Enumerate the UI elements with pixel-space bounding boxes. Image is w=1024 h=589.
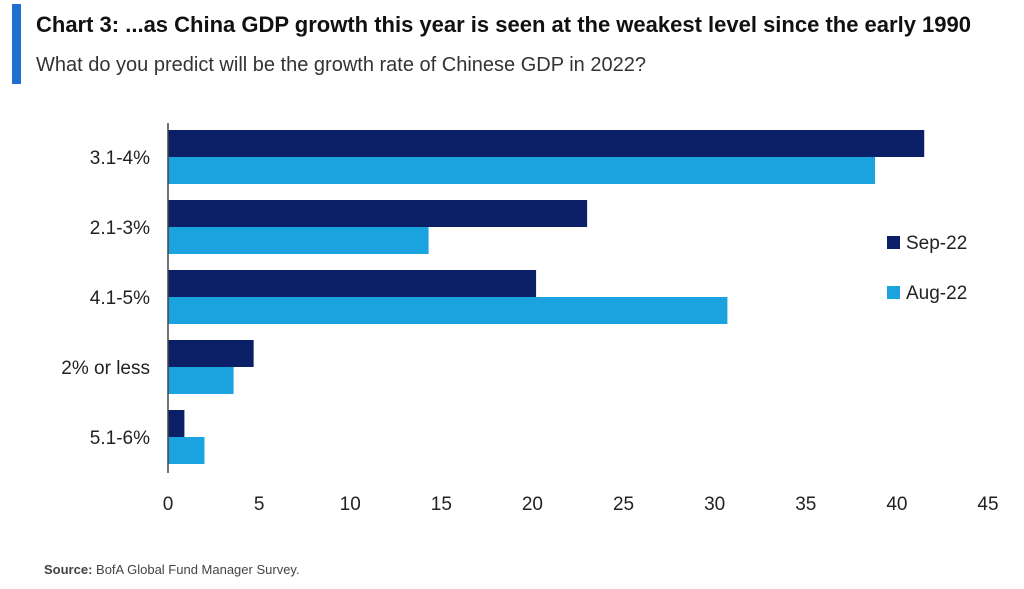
chart-title: Chart 3: ...as China GDP growth this yea… bbox=[36, 12, 971, 37]
bar-chart: 3.1-4% 2.1-3% 4.1-5% 2% or less 5.1-6% 0 5 10 15… bbox=[61, 123, 999, 515]
source-label: Source: bbox=[44, 562, 93, 577]
x-tick-label: 40 bbox=[886, 494, 907, 515]
bar-aug-22-4 bbox=[168, 367, 234, 394]
category-label: 2% or less bbox=[61, 358, 150, 379]
x-tick-label: 25 bbox=[613, 494, 634, 515]
bar-sep-22-3 bbox=[168, 270, 537, 297]
legend-label-sep-22: Sep-22 bbox=[906, 233, 967, 254]
x-tick-label: 20 bbox=[522, 494, 543, 515]
x-tick-label: 45 bbox=[977, 494, 998, 515]
bar-sep-22-5 bbox=[168, 410, 185, 437]
bar-aug-22-2 bbox=[168, 227, 429, 254]
x-tick-label: 30 bbox=[704, 494, 725, 515]
source-text: BofA Global Fund Manager Survey. bbox=[96, 562, 300, 577]
bar-sep-22-1 bbox=[168, 130, 925, 157]
x-tick-label: 35 bbox=[795, 494, 816, 515]
category-label: 4.1-5% bbox=[90, 288, 150, 309]
category-label: 5.1-6% bbox=[90, 428, 150, 449]
category-label: 2.1-3% bbox=[90, 218, 150, 239]
legend-swatch-sep-22 bbox=[887, 236, 900, 249]
bar-sep-22-4 bbox=[168, 340, 254, 367]
legend-label-aug-22: Aug-22 bbox=[906, 283, 967, 304]
x-tick-label: 5 bbox=[254, 494, 265, 515]
category-label: 3.1-4% bbox=[90, 148, 150, 169]
x-tick-label: 0 bbox=[163, 494, 174, 515]
chart-subtitle: What do you predict will be the growth r… bbox=[36, 54, 646, 76]
x-tick-label: 15 bbox=[431, 494, 452, 515]
bar-aug-22-1 bbox=[168, 157, 876, 184]
source-note: Source: BofA Global Fund Manager Survey. bbox=[44, 562, 300, 577]
bar-aug-22-3 bbox=[168, 297, 728, 324]
x-tick-label: 10 bbox=[340, 494, 361, 515]
legend-swatch-aug-22 bbox=[887, 286, 900, 299]
title-accent-bar bbox=[12, 4, 21, 84]
bar-aug-22-5 bbox=[168, 437, 205, 464]
bar-sep-22-2 bbox=[168, 200, 588, 227]
